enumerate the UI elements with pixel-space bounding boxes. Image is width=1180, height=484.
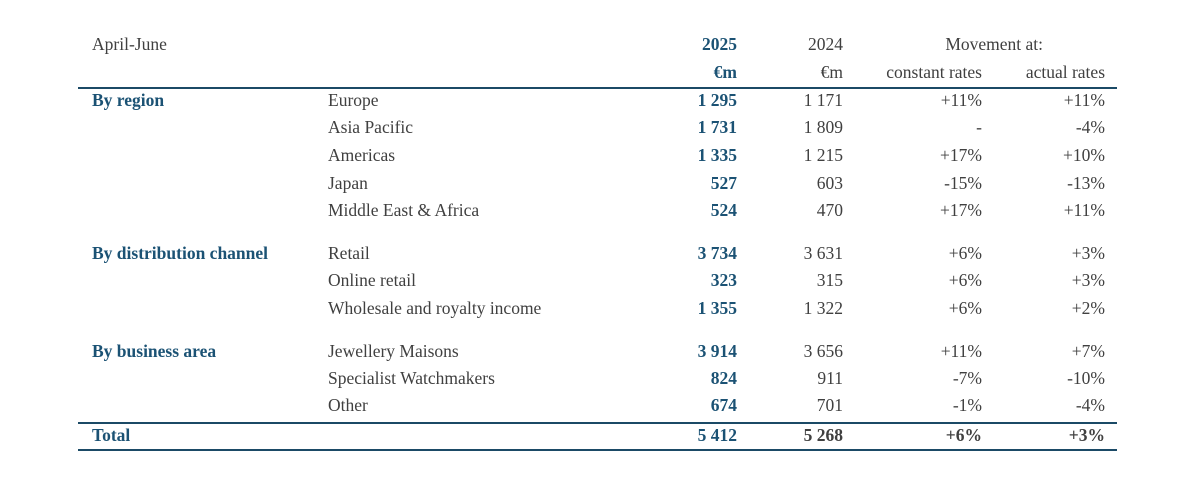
row-label: Retail bbox=[328, 243, 370, 263]
constant-rate-movement: +6% bbox=[948, 270, 982, 290]
table-row: By region Europe 1 295 1 171 +11% +11% bbox=[0, 87, 1180, 113]
actual-rate-movement: +2% bbox=[1071, 298, 1105, 318]
row-label: Specialist Watchmakers bbox=[328, 368, 495, 388]
section-title: By business area bbox=[92, 341, 217, 361]
value-2025: 524 bbox=[710, 200, 737, 220]
constant-rate-movement: +11% bbox=[940, 341, 982, 361]
table-row: Americas 1 335 1 215 +17% +10% bbox=[0, 142, 1180, 168]
value-2024: 1 809 bbox=[803, 117, 843, 137]
actual-rate-movement: +3% bbox=[1071, 270, 1105, 290]
value-2024: 315 bbox=[816, 270, 843, 290]
total-2025: 5 412 bbox=[697, 425, 737, 445]
table-row: Specialist Watchmakers 824 911 -7% -10% bbox=[0, 365, 1180, 391]
value-2025: 1 295 bbox=[697, 90, 737, 110]
total-row: Total 5 412 5 268 +6% +3% bbox=[0, 422, 1180, 448]
constant-rate-movement: +6% bbox=[948, 243, 982, 263]
table-row: Middle East & Africa 524 470 +17% +11% bbox=[0, 197, 1180, 223]
row-label: Asia Pacific bbox=[328, 117, 414, 137]
table-row: Online retail 323 315 +6% +3% bbox=[0, 267, 1180, 293]
header-row-1: April-June 2025 2024 Movement at: bbox=[0, 31, 1180, 57]
header-rule bbox=[78, 87, 1117, 89]
total-constant: +6% bbox=[945, 425, 982, 445]
value-2024: 1 171 bbox=[803, 90, 843, 110]
total-rule bbox=[78, 422, 1117, 424]
period-label: April-June bbox=[92, 34, 167, 54]
actual-rate-movement: -13% bbox=[1067, 173, 1105, 193]
row-label: Jewellery Maisons bbox=[328, 341, 459, 361]
row-label: Europe bbox=[328, 90, 379, 110]
row-label: Americas bbox=[328, 145, 396, 165]
row-label: Middle East & Africa bbox=[328, 200, 480, 220]
constant-rate-movement: +17% bbox=[940, 145, 982, 165]
table-row: Asia Pacific 1 731 1 809 - -4% bbox=[0, 114, 1180, 140]
actual-rate-movement: -4% bbox=[1075, 117, 1105, 137]
table-row: Other 674 701 -1% -4% bbox=[0, 392, 1180, 418]
value-2024: 603 bbox=[816, 173, 843, 193]
table-row: Wholesale and royalty income 1 355 1 322 +6… bbox=[0, 295, 1180, 321]
value-2024: 3 656 bbox=[803, 341, 843, 361]
header-row-2: €m €m constant rates actual rates bbox=[0, 59, 1180, 85]
value-2024: 1 215 bbox=[803, 145, 843, 165]
value-2025: 1 355 bbox=[697, 298, 737, 318]
value-2025: 824 bbox=[710, 368, 737, 388]
row-label: Other bbox=[328, 395, 368, 415]
bottom-rule bbox=[78, 449, 1117, 451]
constant-rate-movement: -15% bbox=[944, 173, 982, 193]
value-2025: 527 bbox=[710, 173, 737, 193]
row-label: Online retail bbox=[328, 270, 416, 290]
row-label: Japan bbox=[328, 173, 368, 193]
constant-rate-movement: - bbox=[976, 117, 982, 137]
actual-rate-movement: -4% bbox=[1075, 395, 1105, 415]
actual-rate-movement: +10% bbox=[1063, 145, 1105, 165]
actual-rate-movement: -10% bbox=[1067, 368, 1105, 388]
value-2024: 911 bbox=[817, 368, 843, 388]
constant-rate-movement: +6% bbox=[948, 298, 982, 318]
value-2025: 323 bbox=[710, 270, 737, 290]
year-current: 2025 bbox=[702, 34, 737, 54]
table-row: By business area Jewellery Maisons 3 914 3 … bbox=[0, 338, 1180, 364]
table-row: Japan 527 603 -15% -13% bbox=[0, 170, 1180, 196]
actual-rate-movement: +11% bbox=[1063, 90, 1105, 110]
constant-rate-movement: -1% bbox=[952, 395, 982, 415]
section-title: By distribution channel bbox=[92, 243, 269, 263]
value-2024: 701 bbox=[816, 395, 843, 415]
value-2024: 3 631 bbox=[803, 243, 843, 263]
total-2024: 5 268 bbox=[803, 425, 843, 445]
value-2025: 3 734 bbox=[697, 243, 737, 263]
actual-rate-movement: +7% bbox=[1071, 341, 1105, 361]
value-2024: 470 bbox=[816, 200, 843, 220]
constant-rate-movement: -7% bbox=[952, 368, 982, 388]
year-prior: 2024 bbox=[808, 34, 843, 54]
constant-rates-header: constant rates bbox=[886, 62, 982, 82]
total-label: Total bbox=[92, 425, 131, 445]
value-2025: 1 731 bbox=[697, 117, 737, 137]
value-2025: 3 914 bbox=[697, 341, 737, 361]
unit-prior: €m bbox=[820, 62, 843, 82]
constant-rate-movement: +11% bbox=[940, 90, 982, 110]
movement-header: Movement at: bbox=[945, 34, 1043, 54]
actual-rate-movement: +11% bbox=[1063, 200, 1105, 220]
value-2025: 1 335 bbox=[697, 145, 737, 165]
constant-rate-movement: +17% bbox=[940, 200, 982, 220]
value-2024: 1 322 bbox=[803, 298, 843, 318]
actual-rates-header: actual rates bbox=[1025, 62, 1105, 82]
total-actual: +3% bbox=[1068, 425, 1105, 445]
actual-rate-movement: +3% bbox=[1071, 243, 1105, 263]
value-2025: 674 bbox=[710, 395, 737, 415]
table-row: By distribution channel Retail 3 734 3 631 +… bbox=[0, 240, 1180, 266]
row-label: Wholesale and royalty income bbox=[328, 298, 542, 318]
unit-current: €m bbox=[713, 62, 737, 82]
section-title: By region bbox=[92, 90, 165, 110]
